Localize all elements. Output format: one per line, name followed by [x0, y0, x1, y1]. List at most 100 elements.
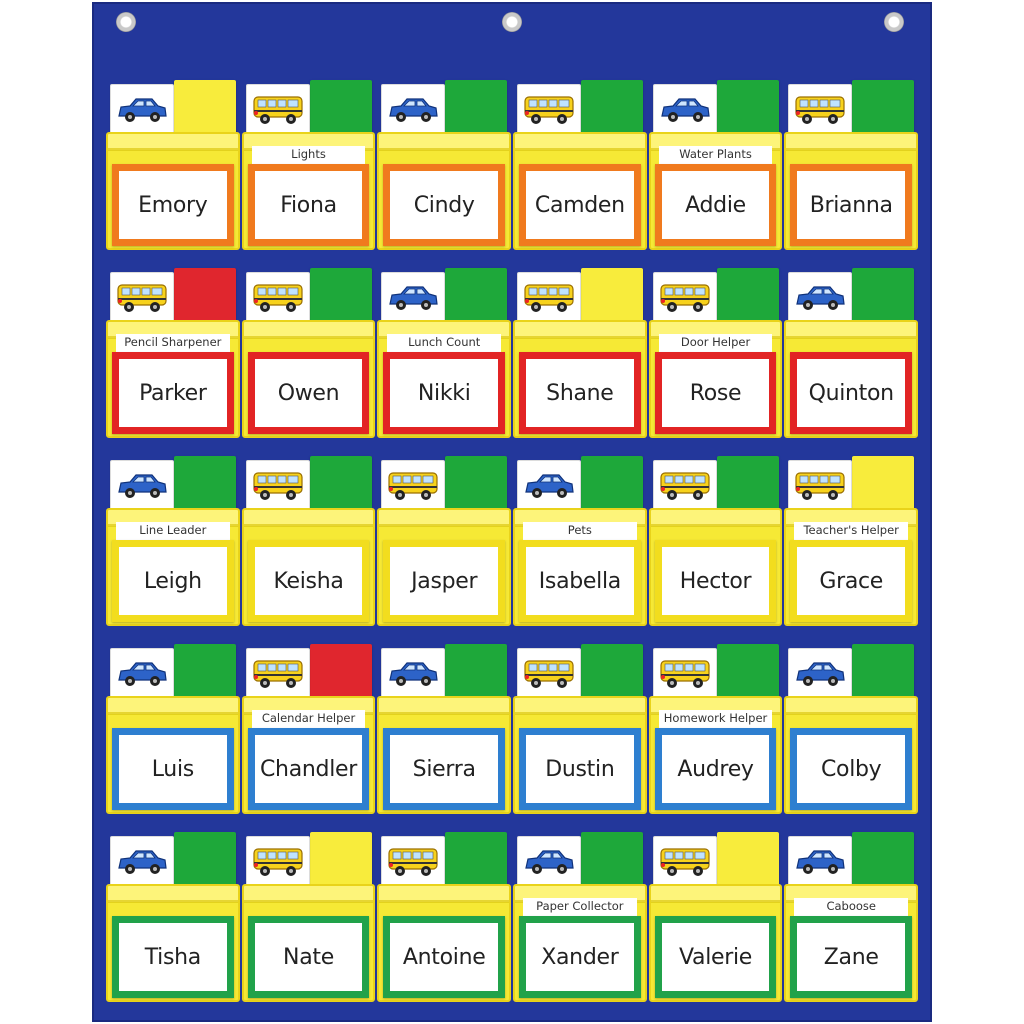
car-icon[interactable] [517, 836, 582, 886]
bus-icon[interactable] [381, 836, 446, 886]
bus-icon[interactable] [652, 272, 717, 322]
status-card[interactable] [445, 80, 508, 136]
name-card[interactable]: Parker [112, 352, 234, 434]
pocket-cell[interactable]: Dustin [513, 642, 647, 818]
status-card[interactable] [309, 80, 372, 136]
status-card[interactable] [445, 832, 508, 888]
name-card[interactable]: Camden [519, 164, 641, 246]
pocket-cell[interactable]: Paper Collector Xander [513, 830, 647, 1006]
pocket-cell[interactable]: Valerie [648, 830, 783, 1006]
pocket-cell[interactable]: Jasper [377, 454, 512, 630]
pocket-cell[interactable]: Sierra [377, 642, 512, 818]
status-card[interactable] [852, 268, 915, 324]
name-card[interactable]: Hector [654, 540, 777, 622]
status-card[interactable] [852, 644, 915, 700]
car-icon[interactable] [110, 648, 174, 698]
status-card[interactable] [174, 456, 236, 512]
name-card[interactable]: Brianna [790, 164, 913, 246]
pocket-cell[interactable]: Lunch Count Nikki [377, 266, 512, 442]
pocket-cell[interactable]: Homework Helper Audrey [648, 642, 783, 818]
status-card[interactable] [445, 268, 508, 324]
bus-icon[interactable] [652, 460, 717, 510]
bus-icon[interactable] [517, 272, 582, 322]
status-card[interactable] [174, 832, 236, 888]
name-card[interactable]: Emory [112, 164, 234, 246]
status-card[interactable] [716, 268, 779, 324]
car-icon[interactable] [110, 84, 174, 134]
status-card[interactable] [445, 456, 508, 512]
pocket-cell[interactable]: Colby [784, 642, 919, 818]
bus-icon[interactable] [245, 460, 310, 510]
car-icon[interactable] [110, 460, 174, 510]
car-icon[interactable] [381, 272, 446, 322]
car-icon[interactable] [652, 84, 717, 134]
status-card[interactable] [581, 456, 644, 512]
name-card[interactable]: Antoine [383, 916, 506, 998]
car-icon[interactable] [788, 648, 853, 698]
status-card[interactable] [581, 832, 644, 888]
pocket-cell[interactable]: Pets Isabella [513, 454, 647, 630]
status-card[interactable] [852, 80, 915, 136]
status-card[interactable] [852, 456, 915, 512]
bus-icon[interactable] [788, 460, 853, 510]
name-card[interactable]: Audrey [654, 728, 777, 810]
pocket-cell[interactable]: Cindy [377, 78, 512, 254]
car-icon[interactable] [788, 836, 853, 886]
name-card[interactable]: Keisha [247, 540, 370, 622]
name-card[interactable]: Shane [519, 352, 641, 434]
status-card[interactable] [174, 268, 236, 324]
name-card[interactable]: Sierra [383, 728, 506, 810]
name-card[interactable]: Cindy [383, 164, 506, 246]
name-card[interactable]: Jasper [383, 540, 506, 622]
bus-icon[interactable] [517, 648, 582, 698]
name-card[interactable]: Owen [247, 352, 370, 434]
name-card[interactable]: Quinton [790, 352, 913, 434]
bus-icon[interactable] [110, 272, 174, 322]
bus-icon[interactable] [245, 84, 310, 134]
status-card[interactable] [309, 644, 372, 700]
pocket-cell[interactable]: Shane [513, 266, 647, 442]
car-icon[interactable] [381, 648, 446, 698]
pocket-cell[interactable]: Luis [106, 642, 240, 818]
name-card[interactable]: Tisha [112, 916, 234, 998]
pocket-cell[interactable]: Owen [241, 266, 376, 442]
status-card[interactable] [174, 80, 236, 136]
pocket-cell[interactable]: Door Helper Rose [648, 266, 783, 442]
name-card[interactable]: Grace [790, 540, 913, 622]
pocket-cell[interactable]: Lights Fiona [241, 78, 376, 254]
name-card[interactable]: Dustin [519, 728, 641, 810]
bus-icon[interactable] [245, 836, 310, 886]
pocket-cell[interactable]: Calendar Helper Chandler [241, 642, 376, 818]
pocket-cell[interactable]: Brianna [784, 78, 919, 254]
name-card[interactable]: Isabella [519, 540, 641, 622]
status-card[interactable] [716, 456, 779, 512]
name-card[interactable]: Colby [790, 728, 913, 810]
name-card[interactable]: Addie [654, 164, 777, 246]
pocket-cell[interactable]: Quinton [784, 266, 919, 442]
status-card[interactable] [581, 268, 644, 324]
bus-icon[interactable] [652, 648, 717, 698]
status-card[interactable] [716, 832, 779, 888]
status-card[interactable] [716, 80, 779, 136]
car-icon[interactable] [517, 460, 582, 510]
car-icon[interactable] [110, 836, 174, 886]
name-card[interactable]: Luis [112, 728, 234, 810]
status-card[interactable] [852, 832, 915, 888]
status-card[interactable] [309, 268, 372, 324]
status-card[interactable] [716, 644, 779, 700]
name-card[interactable]: Valerie [654, 916, 777, 998]
bus-icon[interactable] [245, 272, 310, 322]
status-card[interactable] [309, 832, 372, 888]
pocket-cell[interactable]: Hector [648, 454, 783, 630]
pocket-cell[interactable]: Caboose Zane [784, 830, 919, 1006]
pocket-cell[interactable]: Keisha [241, 454, 376, 630]
pocket-cell[interactable]: Emory [106, 78, 240, 254]
pocket-cell[interactable]: Teacher's Helper Grace [784, 454, 919, 630]
bus-icon[interactable] [381, 460, 446, 510]
bus-icon[interactable] [652, 836, 717, 886]
pocket-cell[interactable]: Pencil Sharpener Parker [106, 266, 240, 442]
name-card[interactable]: Leigh [112, 540, 234, 622]
name-card[interactable]: Rose [654, 352, 777, 434]
car-icon[interactable] [381, 84, 446, 134]
pocket-cell[interactable]: Camden [513, 78, 647, 254]
